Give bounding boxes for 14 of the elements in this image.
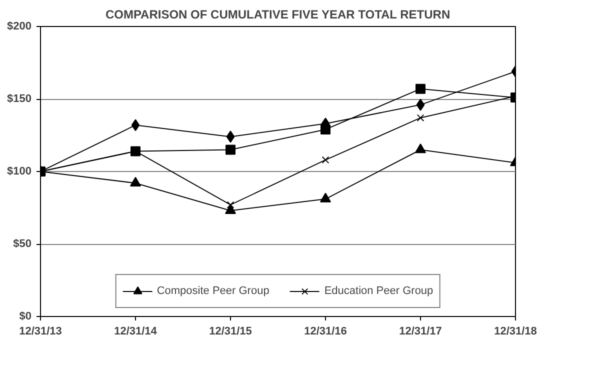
chart-title: COMPARISON OF CUMULATIVE FIVE YEAR TOTAL RETURN bbox=[105, 8, 450, 22]
y-tick-label: $0 bbox=[19, 310, 32, 322]
x-tick-label: 12/31/13 bbox=[19, 326, 62, 338]
x-tick-label: 12/31/17 bbox=[399, 326, 442, 338]
legend-label: Education Peer Group bbox=[324, 285, 434, 297]
y-tick-label: $100 bbox=[7, 166, 32, 178]
y-tick-label: $200 bbox=[7, 20, 32, 32]
y-tick-label: $50 bbox=[13, 238, 32, 250]
x-tick-label: 12/31/15 bbox=[209, 326, 252, 338]
x-tick-label: 12/31/16 bbox=[304, 326, 347, 338]
legend-label: Composite Peer Group bbox=[156, 285, 270, 297]
y-tick-label: $150 bbox=[7, 93, 32, 105]
x-tick-label: 12/31/18 bbox=[494, 326, 537, 338]
x-tick-label: 12/31/14 bbox=[114, 326, 158, 338]
